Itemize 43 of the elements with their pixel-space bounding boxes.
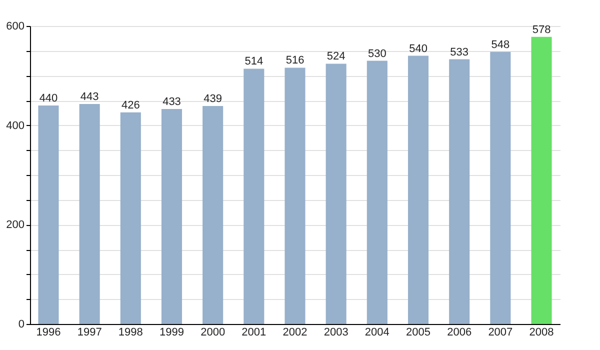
data-label: 514	[244, 56, 264, 68]
x-tick-label: 2002	[282, 326, 308, 338]
x-tick-label: 2003	[324, 326, 348, 338]
x-tick-label: 2007	[488, 326, 513, 338]
x-tick-label: 1999	[160, 326, 184, 338]
y-tick-label: 0	[18, 318, 24, 330]
data-label: 578	[532, 24, 551, 36]
bar	[38, 105, 59, 324]
x-tick-label: 2008	[529, 326, 554, 338]
x-tick-label: 2006	[447, 326, 472, 338]
x-tick-label: 1997	[77, 326, 102, 338]
bar	[326, 64, 346, 324]
data-label: 530	[368, 48, 386, 60]
data-label: 540	[409, 42, 428, 55]
data-label: 533	[450, 46, 469, 58]
data-label: 433	[162, 96, 181, 108]
bar	[284, 68, 306, 324]
data-label: 426	[121, 99, 140, 112]
data-label: 548	[491, 38, 510, 51]
data-label: 516	[286, 54, 304, 67]
bar	[449, 59, 470, 324]
x-tick-label: 1998	[118, 326, 143, 338]
x-tick-label: 2005	[406, 326, 430, 338]
data-label: 524	[326, 50, 346, 63]
bar	[408, 56, 429, 324]
bar	[366, 60, 388, 324]
y-tick-label: 600	[6, 20, 24, 32]
x-tick-label: 1996	[36, 326, 61, 338]
x-tick-label: 2000	[200, 326, 226, 338]
bar	[202, 106, 224, 324]
data-label: 440	[39, 92, 58, 104]
x-tick-label: 2001	[242, 326, 266, 338]
bar	[161, 108, 182, 324]
data-label: 443	[80, 90, 99, 103]
bar	[531, 36, 552, 324]
y-tick-label: 400	[6, 120, 24, 132]
bar	[490, 52, 511, 324]
x-tick-label: 2004	[364, 326, 390, 338]
y-tick-label: 200	[6, 219, 24, 232]
data-label: 439	[204, 92, 222, 105]
bar	[120, 112, 141, 324]
bar	[244, 68, 264, 324]
bar	[79, 104, 100, 324]
